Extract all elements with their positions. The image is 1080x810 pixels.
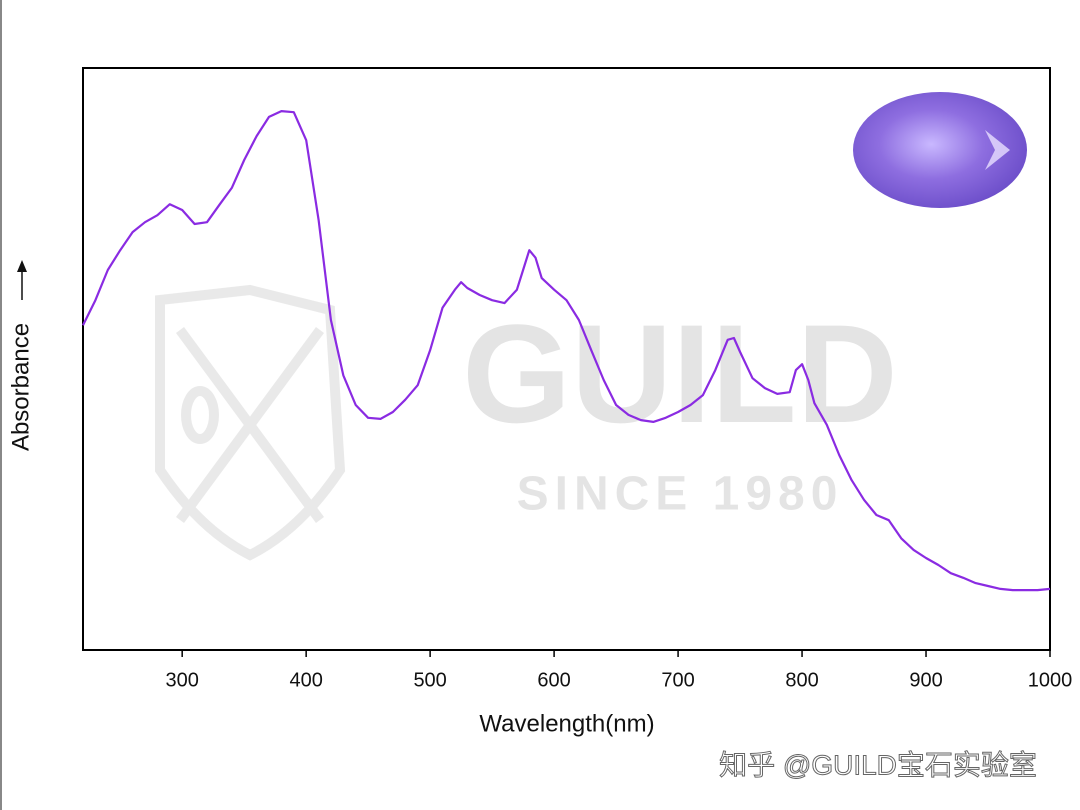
x-tick-label: 800 xyxy=(785,669,818,691)
x-tick-label: 500 xyxy=(413,669,446,691)
x-tick-label: 1000 xyxy=(1028,669,1073,691)
gem-facet xyxy=(985,130,1010,170)
watermark-text: GUILD xyxy=(462,295,898,452)
watermark-logo xyxy=(155,284,346,561)
plot-frame xyxy=(82,67,1051,651)
x-tick-label: 600 xyxy=(537,669,570,691)
x-tick-label: 700 xyxy=(661,669,694,691)
x-tick-label: 300 xyxy=(165,669,198,691)
x-tick-label: 900 xyxy=(909,669,942,691)
gem-image xyxy=(853,92,1027,208)
x-axis-label: Wavelength(nm) xyxy=(479,710,654,737)
spectrum-line xyxy=(82,110,1051,592)
y-axis-arrow xyxy=(17,260,27,300)
credit: 知乎 @GUILD宝石实验室 xyxy=(719,749,1037,780)
x-tick-label: 400 xyxy=(289,669,322,691)
watermark-subtext: SINCE 1980 xyxy=(517,468,844,521)
y-axis-label: Absorbance xyxy=(7,323,34,451)
